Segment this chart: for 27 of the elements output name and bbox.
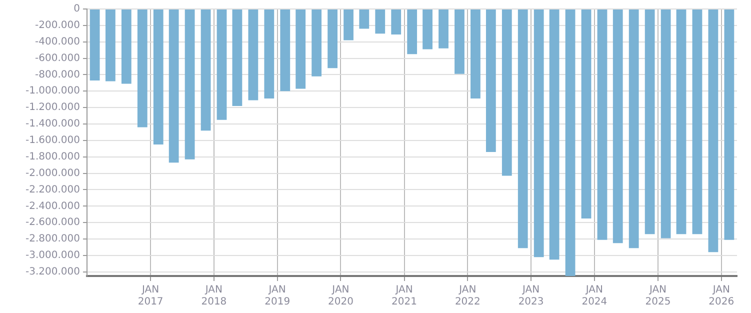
x-tick-label: JAN 2026 (708, 284, 734, 308)
y-tick-label: -1.400.000 (25, 118, 80, 130)
y-tick-label: -2.000.000 (25, 168, 80, 179)
y-tick-label: -1.800.000 (25, 151, 80, 162)
x-tick-label: JAN 2022 (454, 284, 480, 308)
x-tick-label: JAN 2025 (645, 284, 671, 308)
y-tick-label: -1.200.000 (25, 102, 80, 114)
x-tick-label: JAN 2020 (328, 284, 354, 308)
y-tick-label: -3.200.000 (25, 266, 80, 278)
y-tick-label: 0 (74, 4, 80, 15)
y-tick-label: -200.000 (35, 20, 80, 32)
x-tick-label: JAN 2023 (518, 284, 544, 308)
x-tick-label: JAN 2018 (201, 284, 227, 308)
y-tick-label: -3.000.000 (25, 250, 80, 262)
y-tick-label: -600.000 (35, 52, 80, 64)
y-tick-label: -2.800.000 (25, 234, 80, 245)
x-tick-label: JAN 2017 (138, 284, 164, 308)
y-tick-label: -2.400.000 (25, 200, 80, 212)
y-tick-label: -400.000 (35, 36, 80, 48)
y-tick-label: -2.200.000 (25, 184, 80, 196)
y-tick-label: -2.600.000 (25, 217, 80, 228)
x-tick-label: JAN 2021 (392, 284, 417, 308)
x-tick-label: JAN 2019 (264, 284, 290, 308)
x-tick-label: JAN 2024 (582, 284, 608, 308)
y-tick-label: -800.000 (35, 69, 80, 80)
y-tick-label: -1.600.000 (25, 135, 80, 146)
y-tick-label: -1.000.000 (25, 86, 80, 97)
